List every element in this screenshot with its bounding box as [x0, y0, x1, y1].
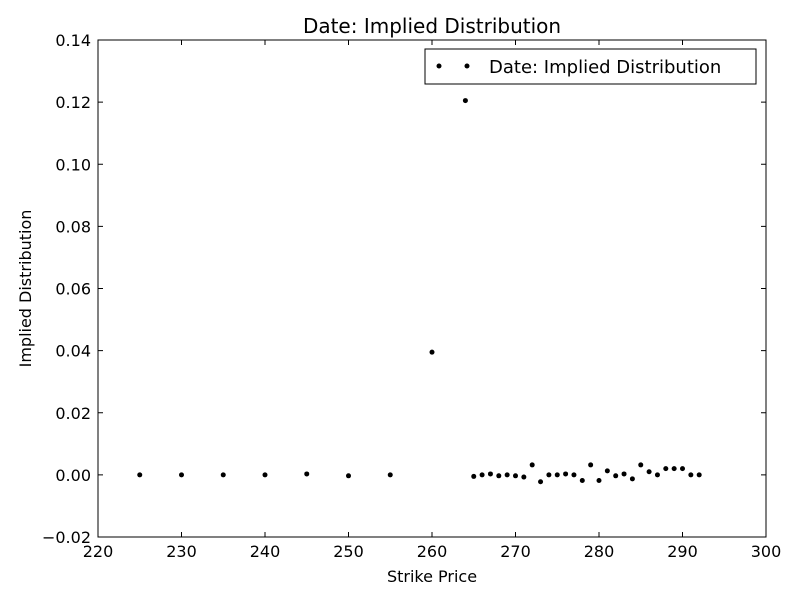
- y-tick-label: 0.02: [55, 404, 91, 423]
- data-point: [563, 471, 569, 477]
- data-point: [220, 472, 226, 478]
- data-point: [471, 473, 477, 479]
- data-point: [504, 472, 510, 478]
- y-tick-label: 0.00: [55, 466, 91, 485]
- legend-marker: [464, 63, 470, 69]
- data-point: [663, 466, 669, 472]
- legend-label: Date: Implied Distribution: [489, 57, 721, 78]
- data-point: [688, 472, 694, 478]
- y-tick-label: −0.02: [42, 528, 91, 547]
- y-tick-label: 0.08: [55, 217, 91, 236]
- data-point: [646, 469, 652, 475]
- data-point: [513, 473, 518, 479]
- data-point: [521, 474, 527, 480]
- data-point: [137, 472, 143, 478]
- legend: Date: Implied Distribution: [424, 48, 757, 85]
- data-point: [588, 462, 594, 468]
- data-point: [496, 473, 502, 479]
- y-tick-label: 0.12: [55, 93, 91, 112]
- y-tick-label: 0.04: [55, 342, 91, 361]
- data-point: [680, 466, 685, 472]
- data-point: [179, 472, 184, 478]
- data-point: [554, 472, 560, 478]
- data-point: [462, 98, 468, 104]
- data-point: [696, 472, 702, 478]
- data-point: [429, 349, 435, 355]
- x-tick-label: 250: [333, 542, 364, 561]
- x-tick-label: 260: [417, 542, 448, 561]
- legend-marker: [436, 63, 442, 69]
- data-point: [671, 466, 677, 472]
- x-tick-label: 290: [667, 542, 698, 561]
- x-axis-label: Strike Price: [387, 567, 477, 586]
- data-point: [596, 477, 602, 483]
- legend-box: [424, 48, 757, 85]
- chart-title: Date: Implied Distribution: [303, 14, 561, 38]
- data-point: [654, 472, 660, 478]
- data-point: [579, 477, 585, 483]
- data-point: [621, 471, 627, 477]
- data-point: [479, 472, 485, 478]
- data-point: [262, 472, 268, 478]
- x-tick-label: 300: [751, 542, 782, 561]
- data-point: [487, 471, 493, 477]
- data-point: [546, 472, 552, 478]
- x-tick-label: 240: [250, 542, 281, 561]
- y-tick-label: 0.14: [55, 31, 91, 50]
- axis-ticks: 220 230 240 250 260 270 280 290 300 −0.02 0.00 0.02…: [42, 31, 781, 561]
- data-point: [638, 462, 644, 468]
- data-point: [304, 471, 310, 477]
- data-point: [604, 468, 610, 474]
- data-point: [629, 476, 635, 482]
- x-tick-label: 230: [166, 542, 197, 561]
- data-point: [613, 473, 619, 479]
- data-point: [346, 473, 351, 479]
- x-tick-label: 270: [500, 542, 531, 561]
- data-points: [137, 98, 702, 485]
- data-point: [529, 462, 535, 468]
- y-tick-label: 0.06: [55, 280, 91, 299]
- x-tick-label: 280: [584, 542, 615, 561]
- x-tick-label: 220: [83, 542, 114, 561]
- y-axis-label: Implied Distribution: [16, 210, 35, 368]
- data-point: [387, 472, 393, 478]
- data-point: [538, 479, 544, 485]
- plot-area: [97, 39, 767, 538]
- y-tick-label: 0.10: [55, 155, 91, 174]
- data-point: [571, 472, 577, 478]
